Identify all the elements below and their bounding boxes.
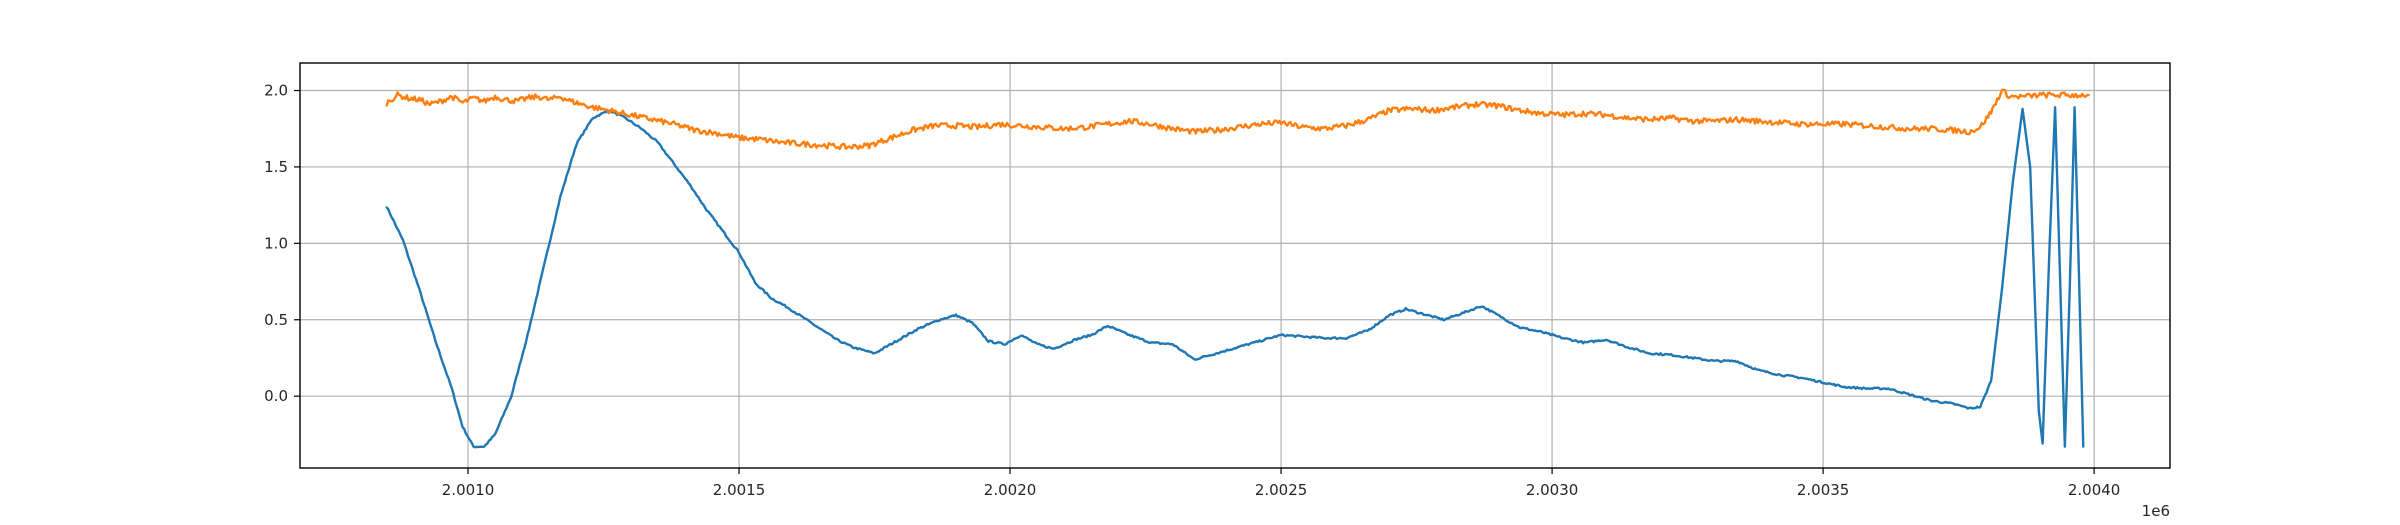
plot-frame	[299, 62, 2171, 469]
y-tick-label: 0.0	[264, 387, 288, 405]
y-tick-label: 0.5	[264, 311, 288, 329]
x-axis: 2.0010 2.0015 2.0020 2.0025 2.0030 2.0035 2.00…	[442, 468, 2121, 499]
grid	[300, 63, 2170, 468]
x-tick-label: 2.0010	[442, 481, 495, 499]
y-axis: 0.0 0.5 1.0 1.5 2.0	[264, 82, 300, 405]
x-tick-label: 2.0030	[1526, 481, 1579, 499]
series-2-line	[385, 88, 2090, 151]
x-tick-label: 2.0015	[713, 481, 766, 499]
x-tick-label: 2.0040	[2068, 481, 2121, 499]
x-tick-label: 2.0025	[1255, 481, 1308, 499]
y-tick-label: 1.0	[264, 234, 288, 252]
x-tick-label: 2.0020	[984, 481, 1037, 499]
x-tick-label: 2.0035	[1797, 481, 1850, 499]
series-1-line	[385, 106, 2085, 449]
x-axis-offset-label: 1e6	[2142, 502, 2170, 520]
y-tick-label: 1.5	[264, 158, 288, 176]
y-tick-label: 2.0	[264, 82, 288, 100]
series-group	[385, 88, 2090, 449]
